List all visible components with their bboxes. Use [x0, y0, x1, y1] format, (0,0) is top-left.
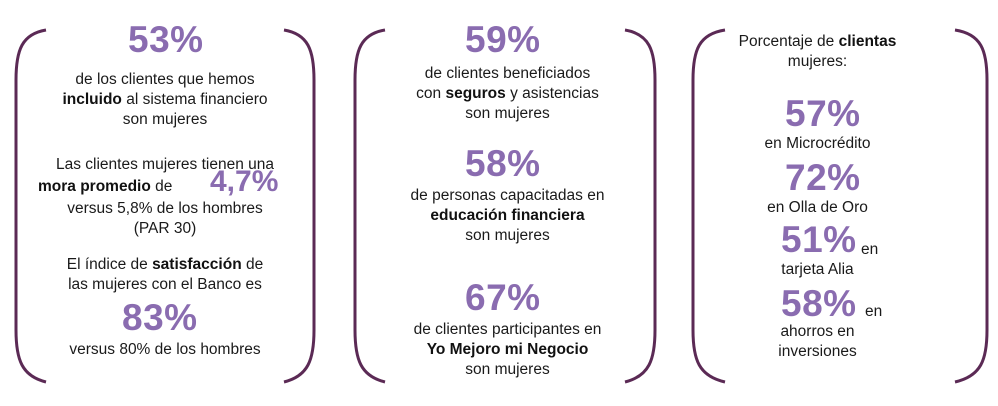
stat-ahorros: 58%	[781, 283, 857, 324]
mora-desc-l2: mora promedio de	[38, 178, 173, 195]
stat-inclusion-desc: de los clientes que hemos incluido al si…	[62, 71, 268, 128]
stat-tarjeta-alia-suffix: en	[861, 241, 879, 258]
stat-negocio: 67%	[465, 277, 541, 318]
panel-bracket	[353, 28, 657, 384]
stat-tarjeta-alia: 51%	[781, 219, 857, 260]
stat-microcredito-label: en Microcrédito	[764, 135, 871, 152]
stat-negocio-desc: de clientes participantes en Yo Mejoro m…	[413, 321, 602, 378]
stat-olla-de-oro: 72%	[785, 157, 861, 198]
stat-mora: 4,7%	[210, 165, 279, 198]
stat-tarjeta-alia-label: tarjeta Alia	[781, 261, 854, 278]
stat-ahorros-suffix: en	[865, 303, 883, 320]
stat-satisfaction: 83%	[122, 297, 198, 338]
mora-desc-l1: Las clientes mujeres tienen una	[56, 156, 274, 173]
satisfaction-compare: versus 80% de los hombres	[69, 341, 261, 358]
panel-bracket	[691, 28, 989, 384]
stat-educacion-desc: de personas capacitadas en educación fin…	[410, 187, 605, 244]
stat-ahorros-label: ahorros en inversiones	[778, 323, 857, 360]
panel-bracket	[14, 28, 316, 384]
clientas-heading: Porcentaje de clientas mujeres:	[738, 33, 897, 70]
stat-seguros-desc: de clientes beneficiados con seguros y a…	[416, 65, 599, 122]
stat-educacion: 58%	[465, 143, 541, 184]
mora-desc-rest: versus 5,8% de los hombres (PAR 30)	[67, 200, 263, 237]
panel-inclusion: 53% de los clientes que hemos incluido a…	[0, 0, 330, 406]
stat-microcredito: 57%	[785, 93, 861, 134]
panel-clientas: Porcentaje de clientas mujeres: 57% en M…	[685, 0, 998, 406]
stat-inclusion: 53%	[128, 19, 204, 60]
satisfaction-desc: El índice de satisfacción de las mujeres…	[66, 256, 264, 293]
stat-olla-de-oro-label: en Olla de Oro	[767, 199, 868, 216]
stat-seguros: 59%	[465, 19, 541, 60]
panel-products: 59% de clientes beneficiados con seguros…	[345, 0, 675, 406]
